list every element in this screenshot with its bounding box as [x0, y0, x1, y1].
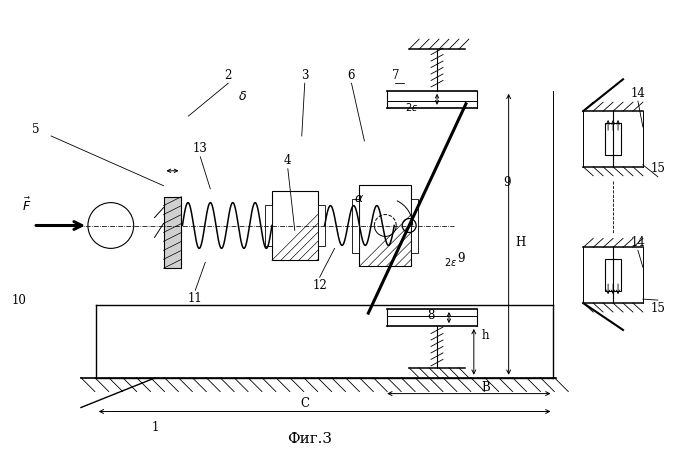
- Text: 2: 2: [224, 69, 232, 82]
- Text: h: h: [482, 329, 489, 342]
- Bar: [272, 191, 317, 260]
- Text: C: C: [301, 397, 309, 410]
- Text: 6: 6: [347, 69, 355, 82]
- Text: $\delta$: $\delta$: [238, 90, 247, 103]
- Text: $\vec{F}$: $\vec{F}$: [22, 196, 31, 214]
- Bar: [265, 205, 272, 246]
- Text: 13: 13: [193, 143, 208, 156]
- Text: 12: 12: [312, 279, 327, 292]
- Text: B: B: [482, 381, 490, 394]
- Text: 2$\varepsilon$: 2$\varepsilon$: [445, 256, 458, 268]
- Bar: [411, 198, 418, 253]
- Text: 9: 9: [457, 252, 465, 265]
- Text: Фиг.3: Фиг.3: [287, 433, 332, 446]
- Bar: [352, 198, 359, 253]
- Bar: [164, 197, 182, 268]
- Text: 3: 3: [301, 69, 308, 82]
- Text: 14: 14: [630, 236, 645, 249]
- Text: 7: 7: [391, 69, 399, 82]
- Bar: [359, 185, 411, 266]
- Text: 15: 15: [650, 302, 665, 314]
- Text: 1: 1: [152, 421, 159, 434]
- Bar: [605, 259, 621, 291]
- Text: 15: 15: [650, 162, 665, 175]
- Text: 2$\varepsilon$: 2$\varepsilon$: [405, 101, 418, 113]
- Bar: [317, 205, 324, 246]
- Text: 11: 11: [188, 292, 203, 304]
- Text: $\alpha$: $\alpha$: [354, 192, 364, 205]
- Text: 4: 4: [284, 154, 291, 167]
- Text: 14: 14: [630, 87, 645, 100]
- Text: H: H: [515, 236, 526, 249]
- Text: 10: 10: [12, 294, 27, 307]
- Bar: [605, 123, 621, 155]
- Text: 8: 8: [427, 308, 435, 322]
- Text: 5: 5: [32, 123, 40, 135]
- Text: 9: 9: [503, 176, 510, 189]
